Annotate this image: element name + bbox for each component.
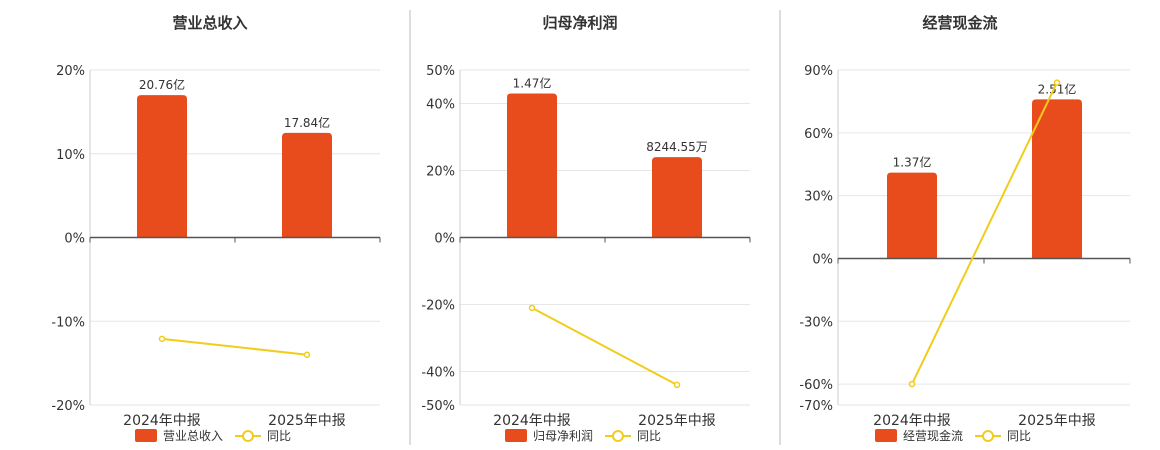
y-tick-label: 10% [56,148,85,163]
x-tick-label: 2025年中报 [1018,413,1096,429]
yoy-point [303,351,311,358]
y-tick-label: 0% [434,232,455,247]
y-tick-label: -10% [51,315,85,330]
chart-panel-2: 归母净利润 50% 40% 20% 0% -20% -40% -50% 1.47亿 8244.55… [421,14,751,443]
bar-value-label: 17.84亿 [284,115,330,130]
y-tick-label: 0% [64,232,85,247]
legend-bar-label: 归母净利润 [533,429,593,443]
chart-panel-3: 经营现金流 90% 60% 30% 0% -30% -60% -70% 1.37亿 2.51亿 20… [799,14,1131,443]
yoy-line [911,82,1058,385]
legend-line-label: 同比 [267,429,291,443]
y-tick-label: 20% [56,64,85,79]
yoy-point [158,335,166,343]
x-tick-label: 2024年中报 [493,413,571,429]
legend-line-label: 同比 [637,429,661,443]
legend-bar-swatch [505,429,527,442]
y-tick-label: -50% [421,399,455,414]
legend-bar-swatch [875,429,897,442]
bar [1032,99,1082,259]
x-tick-label: 2024年中报 [873,413,951,429]
y-tick-label: 0% [812,252,833,267]
y-tick-label: -20% [421,299,455,314]
y-tick-label: -30% [799,315,833,330]
chart-title: 营业总收入 [172,14,247,32]
bar [887,172,937,259]
bar [282,132,332,238]
legend-line-marker [612,430,624,442]
y-tick-label: 20% [426,165,455,180]
legend-bar-label: 经营现金流 [903,428,963,443]
x-tick-label: 2024年中报 [123,413,201,429]
legend-bar-swatch [135,429,157,442]
y-tick-label: 90% [804,64,833,79]
chart-title: 归母净利润 [542,14,617,32]
bar-value-label: 8244.55万 [646,140,708,154]
bar-value-label: 1.37亿 [893,155,932,170]
bar-value-label: 1.47亿 [513,75,552,90]
bar-value-label: 20.76亿 [139,77,185,92]
legend-line-marker [242,430,254,442]
yoy-line [161,337,308,356]
x-tick-label: 2025年中报 [268,413,346,429]
yoy-point [528,304,536,312]
yoy-point [673,381,681,389]
bar-value-label: 2.51亿 [1038,81,1077,96]
y-tick-label: 60% [804,127,833,142]
chart-title: 经营现金流 [922,14,997,32]
x-tick-label: 2025年中报 [638,413,716,429]
legend-line-marker [982,430,994,442]
y-tick-label: 30% [804,190,833,205]
y-tick-label: -70% [799,399,833,414]
bar [652,157,702,238]
y-tick-label: 50% [426,64,455,79]
yoy-line [531,306,678,386]
yoy-point [1053,79,1061,86]
chart-panel-1: 营业总收入 20% 10% 0% -10% -20% 20.76亿 17.84亿 2024年中报… [51,14,381,443]
bar [507,93,557,238]
yoy-point [908,380,916,388]
y-tick-label: -60% [799,378,833,393]
y-tick-label: -20% [51,399,85,414]
y-tick-label: -40% [421,366,455,381]
legend-line-label: 同比 [1007,429,1031,443]
y-tick-label: 40% [426,98,455,113]
legend-bar-label: 营业总收入 [163,429,223,443]
bar [137,95,187,238]
